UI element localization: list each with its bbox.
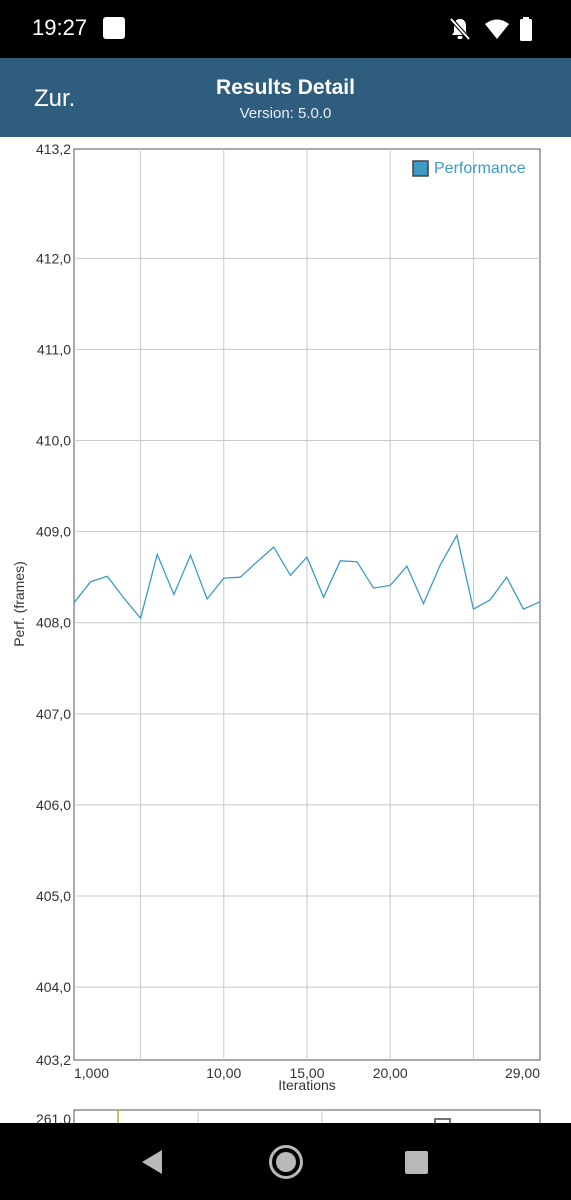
x-tick-label: 10,00	[206, 1065, 241, 1081]
navigation-bar	[0, 1123, 571, 1200]
legend-swatch	[412, 160, 429, 177]
y-tick-label: 403,2	[36, 1052, 71, 1068]
x-tick-label: 20,00	[373, 1065, 408, 1081]
battery-icon	[520, 17, 532, 41]
legend-swatch	[434, 1118, 451, 1123]
y-tick-label: 407,0	[36, 706, 71, 722]
notifications-off-icon	[449, 17, 471, 41]
status-time: 19:27	[32, 15, 88, 40]
y-tick-label: 405,0	[36, 888, 71, 904]
y-tick-label: 404,0	[36, 979, 71, 995]
y-tick-labels: 413,2 412,0 411,0 410,0 409,0 408,0 407,0 406,0…	[36, 141, 71, 1068]
y-tick-label: 261,0	[36, 1111, 71, 1123]
app-bar: Zur. Results Detail Version: 5.0.0	[0, 58, 571, 137]
y-tick-label: 408,0	[36, 615, 71, 631]
legend: Performance	[412, 160, 526, 177]
wifi-icon	[485, 19, 509, 39]
grid	[74, 149, 540, 1060]
chart-scroll-area[interactable]: 413,2 412,0 411,0 410,0 409,0 408,0 407,0 406,0…	[0, 137, 571, 1123]
performance-chart: 413,2 412,0 411,0 410,0 409,0 408,0 407,0 406,0…	[11, 141, 541, 1093]
y-tick-label: 412,0	[36, 250, 71, 266]
notification-icon	[103, 17, 125, 39]
y-tick-label: 406,0	[36, 797, 71, 813]
x-tick-label: 29,00	[505, 1065, 540, 1081]
series-performance	[73, 533, 541, 620]
y-tick-label: 409,0	[36, 524, 71, 540]
back-nav-icon[interactable]	[140, 1149, 166, 1175]
secondary-chart: 261,0	[36, 1109, 541, 1123]
y-axis-label: Perf. (frames)	[11, 561, 27, 647]
y-tick-label: 413,2	[36, 141, 71, 157]
y-tick-label: 410,0	[36, 433, 71, 449]
back-button[interactable]: Zur.	[34, 85, 76, 112]
legend-label: Performance	[434, 160, 526, 177]
x-tick-labels: 1,000 10,00 15,00 20,00 29,00	[74, 1065, 540, 1081]
x-tick-label: 1,000	[74, 1065, 109, 1081]
plot-area	[73, 1109, 541, 1123]
x-tick-label: 15,00	[289, 1065, 324, 1081]
page-title: Results Detail	[216, 76, 355, 99]
y-tick-label: 411,0	[37, 341, 71, 357]
status-bar: 19:27	[0, 0, 571, 58]
home-nav-icon[interactable]	[268, 1144, 304, 1180]
series-line	[73, 533, 541, 620]
recents-nav-icon[interactable]	[404, 1150, 429, 1175]
version-label: Version: 5.0.0	[239, 105, 332, 122]
x-axis-label: Iterations	[278, 1077, 336, 1093]
